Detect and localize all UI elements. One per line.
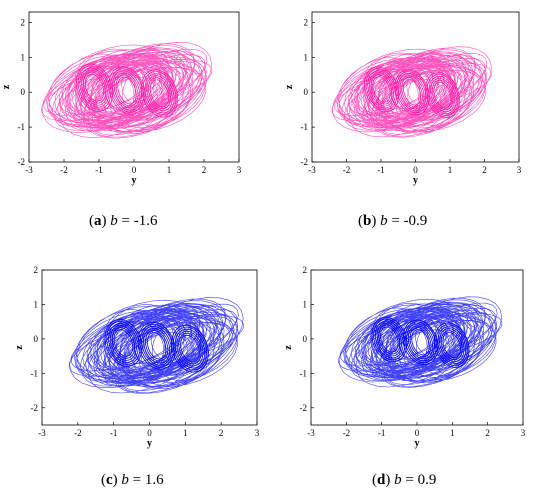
x-tick-label: -2 bbox=[74, 428, 82, 438]
caption-var: b bbox=[121, 472, 129, 488]
y-tick-label: 0 bbox=[34, 334, 39, 344]
y-tick-label: 2 bbox=[304, 17, 309, 27]
x-tick-label: -2 bbox=[60, 165, 68, 175]
y-tick-label: 2 bbox=[303, 265, 308, 275]
panel-d: -3 -2 -1 0 1 2 3 -2 -1 0 1 2 y z bbox=[283, 265, 526, 449]
x-tick-label: 3 bbox=[521, 428, 526, 438]
y-tick-label: -1 bbox=[300, 368, 308, 378]
x-tick-label: 3 bbox=[237, 165, 242, 175]
x-axis-label: y bbox=[147, 438, 152, 449]
x-tick-label: 2 bbox=[482, 165, 487, 175]
axes-frame bbox=[310, 269, 524, 426]
caption-var: b bbox=[110, 213, 118, 229]
x-tick-label: -1 bbox=[95, 165, 103, 175]
x-tick-label: 1 bbox=[167, 165, 172, 175]
y-tick-label: 2 bbox=[34, 265, 39, 275]
x-tick-label: -2 bbox=[343, 165, 351, 175]
y-tick-label: 1 bbox=[34, 299, 39, 309]
y-axis-label: z bbox=[283, 345, 294, 350]
x-tick-label: 3 bbox=[517, 165, 522, 175]
x-axis-label: y bbox=[132, 175, 137, 186]
x-axis-label: y bbox=[415, 438, 420, 449]
y-axis-label: z bbox=[1, 84, 12, 89]
caption-b: (b) b = -0.9 bbox=[358, 213, 428, 229]
caption-letter: b bbox=[363, 213, 372, 229]
x-tick-label: 2 bbox=[219, 428, 224, 438]
caption-value: -0.9 bbox=[403, 213, 428, 229]
y-tick-label: -2 bbox=[31, 403, 39, 413]
y-tick-label: -1 bbox=[31, 368, 39, 378]
caption-d: (d) b = 0.9 bbox=[372, 472, 437, 488]
attractor-lobes bbox=[364, 66, 461, 118]
attractor-trajectory bbox=[331, 46, 492, 138]
x-tick-label: -2 bbox=[343, 428, 351, 438]
x-tick-label: 2 bbox=[202, 165, 207, 175]
caption-a: (a) b = -1.6 bbox=[89, 213, 158, 229]
y-tick-label: -1 bbox=[18, 122, 26, 132]
y-tick-label: 1 bbox=[304, 52, 309, 62]
x-tick-label: 1 bbox=[448, 165, 453, 175]
x-tick-label: -3 bbox=[307, 428, 315, 438]
x-tick-label: 0 bbox=[415, 428, 420, 438]
y-tick-label: -2 bbox=[301, 157, 309, 167]
y-tick-label: -2 bbox=[300, 403, 308, 413]
attractor-trajectory bbox=[41, 41, 213, 139]
y-tick-label: 1 bbox=[21, 52, 26, 62]
y-tick-label: 2 bbox=[21, 17, 26, 27]
caption-c: (c) b = 1.6 bbox=[101, 472, 164, 488]
x-tick-label: -3 bbox=[25, 165, 33, 175]
caption-value: 1.6 bbox=[144, 472, 164, 488]
y-tick-label: -1 bbox=[301, 122, 309, 132]
x-tick-label: -3 bbox=[38, 428, 46, 438]
y-tick-label: 0 bbox=[21, 87, 26, 97]
attractor-lobes bbox=[104, 319, 209, 373]
x-tick-label: -3 bbox=[308, 165, 316, 175]
x-tick-label: -1 bbox=[110, 428, 118, 438]
caption-letter: a bbox=[94, 213, 102, 229]
x-tick-label: 1 bbox=[183, 428, 188, 438]
attractor-trajectory bbox=[68, 297, 244, 394]
x-tick-label: -1 bbox=[378, 428, 386, 438]
axes-frame bbox=[311, 11, 520, 163]
caption-var: b bbox=[380, 213, 388, 229]
x-tick-label: 1 bbox=[450, 428, 455, 438]
x-axis-label: y bbox=[413, 175, 418, 186]
x-tick-label: 2 bbox=[485, 428, 490, 438]
x-tick-label: 0 bbox=[147, 428, 152, 438]
y-tick-label: 0 bbox=[304, 87, 309, 97]
x-tick-label: 0 bbox=[132, 165, 137, 175]
caption-letter: c bbox=[106, 472, 113, 488]
x-tick-label: 0 bbox=[413, 165, 418, 175]
y-axis-label: z bbox=[14, 345, 25, 350]
x-tick-label: -1 bbox=[377, 165, 385, 175]
x-tick-label: 3 bbox=[255, 428, 260, 438]
panel-c: -3 -2 -1 0 1 2 3 -2 -1 0 1 2 y z bbox=[14, 265, 260, 449]
caption-value: -1.6 bbox=[133, 213, 158, 229]
caption-var: b bbox=[394, 472, 402, 488]
y-tick-label: -2 bbox=[18, 157, 26, 167]
caption-value: 0.9 bbox=[417, 472, 437, 488]
caption-letter: d bbox=[377, 472, 386, 488]
attractor-trajectory bbox=[338, 296, 503, 388]
attractor-lobes bbox=[75, 63, 179, 118]
y-tick-label: 1 bbox=[303, 299, 308, 309]
y-axis-label: z bbox=[284, 84, 295, 89]
attractor-lobes bbox=[371, 316, 470, 368]
y-tick-label: 0 bbox=[303, 334, 308, 344]
